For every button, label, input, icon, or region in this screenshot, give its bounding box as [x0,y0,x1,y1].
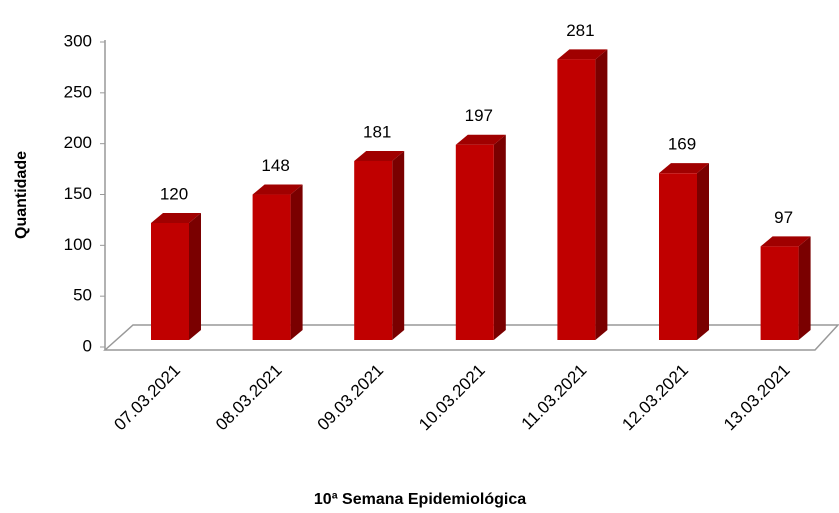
bar-face [189,213,201,340]
bar [659,163,709,340]
bar [557,49,608,341]
bar-face [760,246,799,340]
data-label: 181 [363,122,391,141]
y-tick-label: 200 [64,133,92,152]
y-tick-label: 100 [64,235,92,254]
data-label: 281 [566,21,594,40]
data-label: 120 [160,184,188,203]
x-tick-label: 09.03.2021 [314,361,388,435]
bar-face [798,236,811,340]
data-label: 97 [774,208,793,227]
bar [151,213,201,340]
bar-face [151,213,201,223]
bar-face [392,150,405,340]
bar-face [455,134,506,145]
bar [455,134,506,340]
x-tick-label: 11.03.2021 [518,361,591,434]
x-tick-label: 07.03.2021 [110,361,184,435]
bar-face [659,163,709,174]
y-axis-title: Quantidade [13,151,30,239]
y-tick-label: 250 [64,82,92,101]
bar-face [557,49,608,60]
bar-face [354,160,393,340]
y-tick-label: 50 [73,286,92,305]
bar-face [252,194,291,340]
data-label: 169 [668,135,696,154]
x-tick-label: 10.03.2021 [415,361,489,435]
bar-face [557,59,596,341]
data-label: 148 [261,156,289,175]
bar-face [659,173,697,340]
y-tick-label: 0 [83,336,92,355]
bar-face [290,184,303,340]
data-label: 197 [465,106,493,125]
x-tick-label: 08.03.2021 [212,361,286,435]
bar [252,184,303,340]
x-tick-label: 12.03.2021 [618,361,692,435]
bar-face [455,144,494,340]
bar [354,150,405,340]
bar-face [595,49,608,341]
bar-face [151,223,189,340]
bar-face [354,150,405,161]
x-tick-label: 13.03.2021 [720,361,794,435]
bar-face [760,236,811,247]
x-axis-title: 10ª Semana Epidemiológica [314,491,526,508]
bar-face [493,134,506,340]
bar [760,236,811,340]
bar-face [697,163,709,340]
y-tick-label: 150 [64,184,92,203]
bar-face [252,184,303,195]
y-tick-label: 300 [64,31,92,50]
